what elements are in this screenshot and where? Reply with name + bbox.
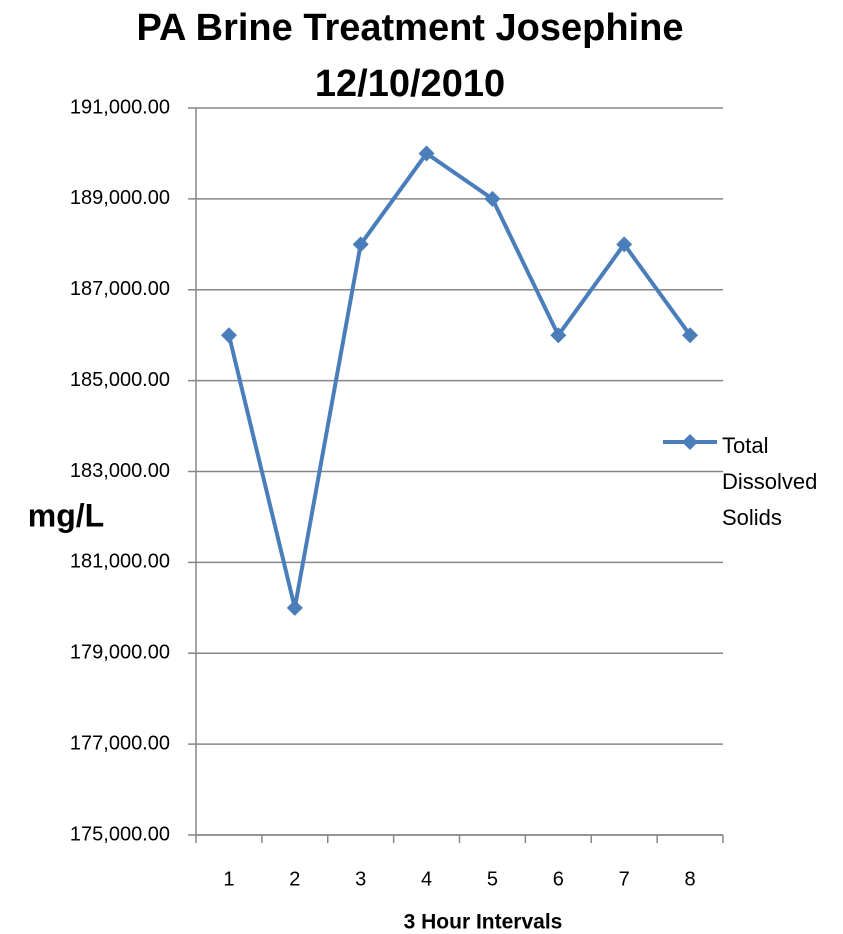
data-line [226, 151, 692, 610]
chart-title: PA Brine Treatment Josephine [137, 7, 684, 49]
y-tick-label: 179,000.00 [70, 642, 170, 664]
data-point [616, 236, 633, 253]
chart-title: 12/10/2010 [315, 63, 505, 105]
data-point [220, 327, 237, 344]
y-tick-label: 185,000.00 [70, 369, 170, 391]
x-tick-label: 2 [289, 868, 300, 890]
y-tick-label: 187,000.00 [70, 278, 170, 300]
y-tick-label: 181,000.00 [70, 551, 170, 573]
x-axis-label: 3 Hour Intervals [404, 911, 563, 934]
data-point [484, 190, 501, 207]
y-axis-label: mg/L [28, 497, 104, 533]
x-tick-label: 7 [619, 868, 630, 890]
data-point [352, 236, 369, 253]
y-tick-label: 191,000.00 [70, 96, 170, 118]
data-point [286, 599, 303, 616]
data-point [550, 327, 567, 344]
x-tick-label: 6 [553, 868, 564, 890]
y-tick-label: 189,000.00 [70, 187, 170, 209]
data-point [418, 145, 435, 162]
y-tick-label: 183,000.00 [70, 460, 170, 482]
x-tick-label: 1 [223, 868, 234, 890]
x-tick-label: 5 [487, 868, 498, 890]
legend-label: Total Dissolved Solids [722, 433, 818, 530]
x-tick-label: 3 [355, 868, 366, 890]
x-tick-label: 8 [685, 868, 696, 890]
data-point [682, 327, 699, 344]
y-tick-label: 177,000.00 [70, 732, 170, 754]
y-tick-label: 175,000.00 [70, 823, 170, 845]
legend-marker [682, 434, 698, 450]
x-tick-label: 4 [421, 868, 432, 890]
